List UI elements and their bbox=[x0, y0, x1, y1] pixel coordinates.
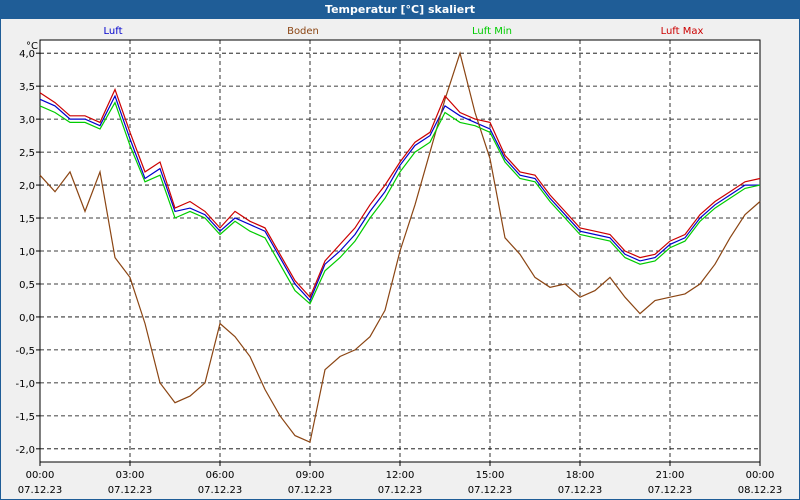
x-tick-time: 15:00 bbox=[476, 470, 505, 481]
y-axis-ticks: 4,0 3,5 3,0 2,5 2,0 1,5 1,0 0,5 0,0 -0,5 -1,0 -1,5 -… bbox=[15, 49, 40, 456]
x-tick-date: 07.12.23 bbox=[198, 485, 243, 496]
y-tick-label: 3,5 bbox=[19, 82, 35, 93]
y-tick-label: -2,0 bbox=[15, 445, 35, 456]
legend-item-luft-max: Luft Max bbox=[661, 26, 704, 37]
x-tick-date: 07.12.23 bbox=[378, 485, 423, 496]
x-tick-date: 07.12.23 bbox=[18, 485, 63, 496]
x-tick-time: 18:00 bbox=[566, 470, 595, 481]
y-tick-label: 2,0 bbox=[19, 181, 35, 192]
y-tick-label: 2,5 bbox=[19, 148, 35, 159]
series-line-boden bbox=[39, 51, 761, 444]
series-line-luft-max bbox=[39, 87, 761, 299]
series-lines bbox=[39, 51, 761, 444]
y-tick-label: 1,5 bbox=[19, 214, 35, 225]
y-tick-label: -1,5 bbox=[15, 412, 35, 423]
y-tick-label: 0,5 bbox=[19, 280, 35, 291]
x-tick-time: 12:00 bbox=[386, 470, 415, 481]
x-tick-time: 09:00 bbox=[296, 470, 325, 481]
y-tick-label: 0,0 bbox=[19, 313, 35, 324]
legend-item-luft: Luft bbox=[104, 26, 123, 37]
x-tick-time: 06:00 bbox=[206, 470, 235, 481]
y-axis-unit: °C bbox=[26, 41, 38, 52]
legend: Luft Boden Luft Min Luft Max bbox=[104, 26, 704, 37]
y-tick-label: -1,0 bbox=[15, 379, 35, 390]
legend-item-luft-min: Luft Min bbox=[472, 26, 512, 37]
y-tick-label: 4,0 bbox=[19, 49, 35, 60]
x-tick-time: 00:00 bbox=[746, 470, 775, 481]
legend-item-boden: Boden bbox=[287, 26, 319, 37]
x-tick-date: 07.12.23 bbox=[108, 485, 153, 496]
series-line-luft-min bbox=[39, 101, 761, 305]
x-tick-date: 08.12.23 bbox=[738, 485, 783, 496]
y-tick-label: 1,0 bbox=[19, 247, 35, 258]
series-line-luft bbox=[39, 94, 760, 302]
x-tick-time: 03:00 bbox=[116, 470, 145, 481]
x-tick-time: 00:00 bbox=[26, 470, 55, 481]
y-tick-label: 3,0 bbox=[19, 115, 35, 126]
x-tick-date: 07.12.23 bbox=[468, 485, 513, 496]
x-tick-date: 07.12.23 bbox=[558, 485, 603, 496]
x-tick-time: 21:00 bbox=[656, 470, 685, 481]
window-title: Temperatur [°C] skaliert bbox=[1, 1, 799, 19]
x-tick-date: 07.12.23 bbox=[648, 485, 693, 496]
x-axis-ticks: 00:00 07.12.23 03:00 07.12.23 06:00 07.12.23 0… bbox=[18, 462, 783, 496]
x-tick-date: 07.12.23 bbox=[288, 485, 333, 496]
y-tick-label: -0,5 bbox=[15, 346, 35, 357]
